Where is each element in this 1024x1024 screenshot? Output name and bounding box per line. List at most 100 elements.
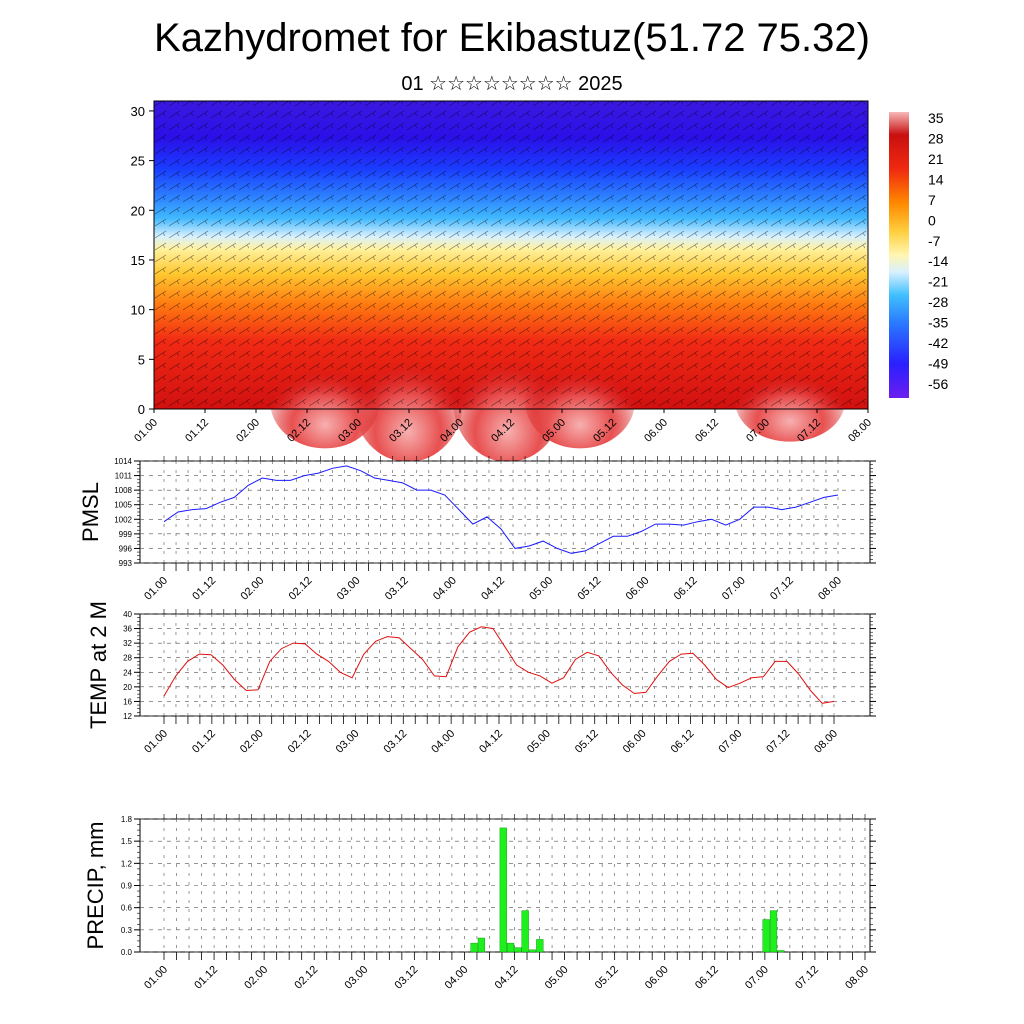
precip-x-tick-label: 04.12 [493, 964, 521, 992]
precip-bar [507, 942, 515, 953]
pmsl-x-tick-label: 01.12 [190, 575, 218, 603]
precip-x-tick-label: 04.00 [443, 964, 471, 992]
pmsl-x-tick-label: 02.12 [287, 575, 315, 603]
precip-x-tick-label: 01.12 [192, 964, 220, 992]
precip-bar [521, 910, 529, 953]
precip-x-tick-label: 07.00 [743, 964, 771, 992]
pmsl-y-tick-label: 1011 [115, 472, 133, 481]
precip-x-tick-label: 07.12 [793, 964, 821, 992]
pmsl-x-tick-label: 06.12 [672, 575, 700, 603]
pmsl-y-tick-label: 1002 [114, 515, 132, 524]
temp-y-tick-label: 40 [123, 610, 132, 619]
temp-x-tick-label: 02.00 [238, 728, 266, 756]
chart-subtitle: 01 ☆☆☆☆☆☆☆☆ 2025 [401, 73, 623, 95]
pmsl-x-tick-label: 03.00 [335, 575, 363, 603]
temp-x-tick-label: 02.12 [286, 728, 314, 756]
temp-y-tick-label: 24 [123, 668, 132, 677]
precip-bar [514, 947, 522, 953]
heatmap-y-tick-label: 20 [131, 203, 145, 218]
precip-bar [470, 942, 478, 953]
temp-x-tick-label: 04.12 [477, 728, 505, 756]
colorbar-label: -21 [928, 274, 948, 290]
heatmap-y-tick-label: 30 [131, 104, 145, 119]
heatmap-y-tick-label: 0 [138, 402, 145, 417]
colorbar-label: -14 [928, 253, 948, 269]
pmsl-frame [139, 460, 871, 564]
colorbar-label: -56 [928, 376, 948, 392]
precip-x-tick-label: 06.00 [643, 964, 671, 992]
colorbar-label: -42 [928, 335, 948, 351]
temp-x-tick-label: 07.12 [764, 728, 792, 756]
precip-x-tick-label: 03.00 [342, 964, 370, 992]
pmsl-x-tick-label: 07.00 [720, 575, 748, 603]
temp-y-tick-label: 32 [123, 639, 132, 648]
precip-x-tick-label: 05.00 [543, 964, 571, 992]
heatmap-x-tick-label: 08.00 [846, 417, 874, 445]
pmsl-x-tick-label: 05.12 [575, 575, 603, 603]
temp-y-tick-label: 12 [123, 712, 132, 721]
precip-bar [777, 950, 785, 953]
precip-x-tick-label: 05.12 [593, 964, 621, 992]
pmsl-y-tick-label: 1008 [114, 486, 132, 495]
colorbar-label: -49 [928, 356, 948, 372]
colorbar-label: 7 [928, 192, 936, 208]
precip-bar [528, 949, 537, 953]
precip-y-axis-label: PRECIP, mm [83, 822, 108, 950]
pmsl-y-tick-label: 993 [119, 559, 133, 568]
temp-x-tick-label: 08.00 [812, 728, 840, 756]
pmsl-x-tick-label: 04.00 [431, 575, 459, 603]
temp-frame [139, 613, 871, 717]
temp-y-axis-label: TEMP at 2 M [86, 601, 111, 729]
temp-x-tick-label: 06.12 [669, 728, 697, 756]
pmsl-y-tick-label: 1014 [114, 457, 132, 466]
chart-title: Kazhydromet for Ekibastuz(51.72 75.32) [154, 16, 870, 60]
pmsl-series-line [163, 465, 839, 554]
temp-x-tick-label: 03.12 [381, 728, 409, 756]
temp-x-tick-label: 03.00 [334, 728, 362, 756]
pmsl-x-tick-label: 06.00 [624, 575, 652, 603]
temp-x-tick-label: 01.12 [190, 728, 218, 756]
pmsl-y-tick-label: 999 [119, 530, 133, 539]
heatmap-x-tick-label: 02.00 [234, 417, 262, 445]
wind-barbs-overlay [154, 101, 868, 409]
temp-y-tick-label: 36 [123, 625, 132, 634]
colorbar-label: 14 [928, 171, 944, 187]
pmsl-y-tick-label: 1005 [114, 501, 132, 510]
pmsl-y-tick-label: 996 [119, 544, 133, 553]
pmsl-x-tick-label: 03.12 [383, 575, 411, 603]
temp-y-tick-label: 28 [123, 654, 132, 663]
temp-x-tick-label: 04.00 [429, 728, 457, 756]
pmsl-x-tick-label: 04.12 [479, 575, 507, 603]
precip-y-tick-label: 0.9 [121, 882, 133, 891]
precip-x-tick-label: 08.00 [843, 964, 871, 992]
heatmap-y-tick-label: 25 [131, 154, 145, 169]
colorbar-label: -7 [928, 233, 941, 249]
precip-y-tick-label: 1.8 [121, 815, 133, 824]
pmsl-x-tick-label: 05.00 [527, 575, 555, 603]
temp-x-tick-label: 05.12 [573, 728, 601, 756]
precip-x-tick-label: 03.12 [393, 964, 421, 992]
colorbar-label: 28 [928, 130, 944, 146]
temp-x-tick-label: 01.00 [142, 728, 170, 756]
precip-x-tick-label: 02.00 [242, 964, 270, 992]
colorbar [889, 112, 909, 398]
precip-x-tick-label: 06.12 [693, 964, 721, 992]
pmsl-x-tick-label: 01.00 [142, 575, 170, 603]
heatmap-y-tick-label: 15 [131, 253, 145, 268]
colorbar-label: -35 [928, 315, 948, 331]
heatmap-y-tick-label: 10 [131, 303, 145, 318]
precip-y-tick-label: 1.5 [121, 837, 133, 846]
precip-bar [477, 937, 486, 953]
pmsl-y-axis-label: PMSL [78, 482, 103, 542]
colorbar-label: -28 [928, 294, 948, 310]
precip-bar [769, 910, 778, 953]
precip-bar [536, 939, 544, 953]
precip-y-tick-label: 0.6 [121, 904, 133, 913]
temp-x-tick-label: 07.00 [716, 728, 744, 756]
pmsl-x-tick-label: 07.12 [768, 575, 796, 603]
pmsl-x-tick-label: 02.00 [238, 575, 266, 603]
precip-x-tick-label: 02.12 [292, 964, 320, 992]
temp-x-tick-label: 06.00 [621, 728, 649, 756]
precip-x-tick-label: 01.00 [142, 964, 170, 992]
precip-bar [762, 919, 770, 953]
